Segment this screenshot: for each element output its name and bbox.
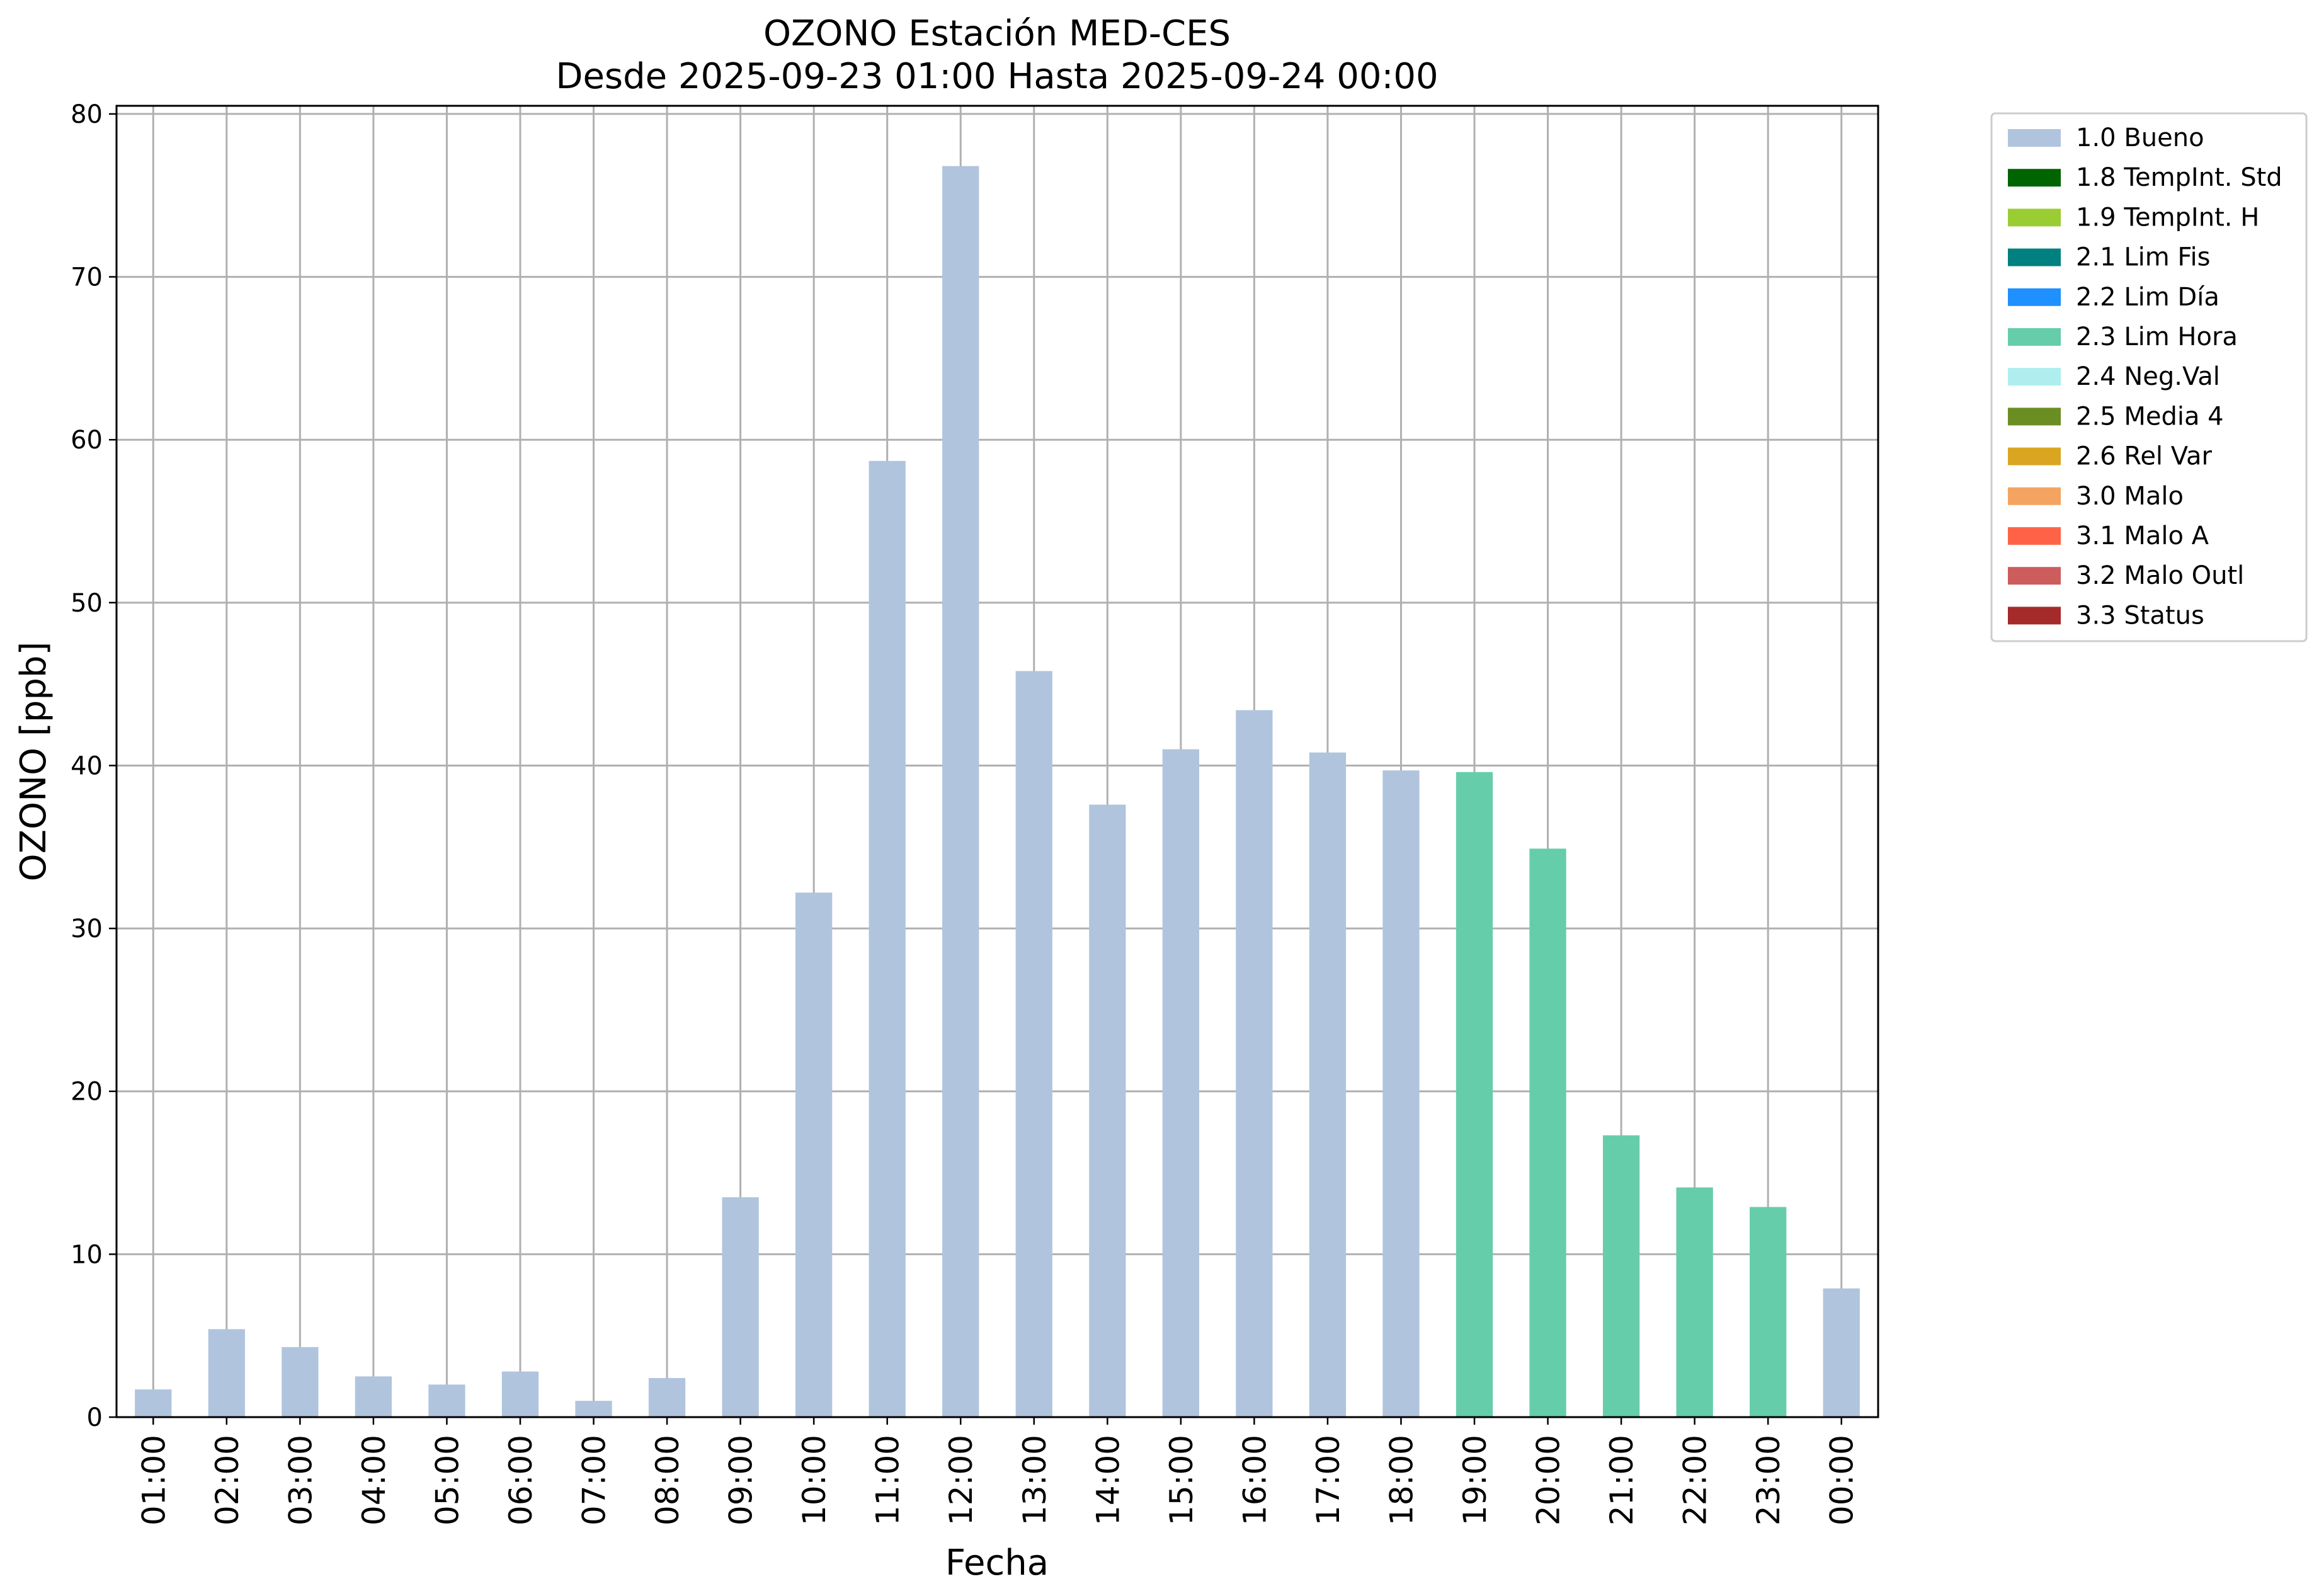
x-tick-label: 06:00 bbox=[503, 1435, 539, 1525]
legend-label: 3.3 Status bbox=[2076, 601, 2204, 630]
chart-title: OZONO Estación MED-CES bbox=[763, 13, 1231, 54]
legend-label: 2.4 Neg.Val bbox=[2076, 362, 2220, 391]
bar-0300 bbox=[282, 1347, 319, 1417]
legend-label: 2.1 Lim Fis bbox=[2076, 243, 2210, 272]
legend-swatch bbox=[2008, 567, 2061, 585]
x-tick-label: 20:00 bbox=[1530, 1435, 1567, 1525]
bar-0600 bbox=[501, 1371, 539, 1417]
legend-label: 3.2 Malo Outl bbox=[2076, 561, 2244, 590]
y-tick-label: 30 bbox=[71, 915, 103, 943]
bar-0700 bbox=[575, 1401, 612, 1417]
x-tick-label: 01:00 bbox=[135, 1435, 172, 1525]
legend-swatch bbox=[2008, 487, 2061, 505]
x-tick-label: 17:00 bbox=[1310, 1435, 1347, 1525]
bar-0800 bbox=[648, 1377, 686, 1417]
chart-subtitle: Desde 2025-09-23 01:00 Hasta 2025-09-24 … bbox=[556, 56, 1438, 97]
x-tick-label: 14:00 bbox=[1090, 1435, 1126, 1525]
legend-swatch bbox=[2008, 527, 2061, 545]
legend-swatch bbox=[2008, 129, 2061, 147]
legend-label: 1.9 TempInt. H bbox=[2076, 203, 2259, 232]
x-tick-label: 10:00 bbox=[796, 1435, 833, 1525]
x-tick-label: 15:00 bbox=[1163, 1435, 1200, 1525]
y-axis-ticks: 0 10 20 30 40 50 60 70 80 bbox=[71, 100, 117, 1432]
x-tick-label: 18:00 bbox=[1383, 1435, 1420, 1525]
bar-1800 bbox=[1382, 770, 1420, 1417]
bar-2100 bbox=[1602, 1135, 1640, 1417]
legend-swatch bbox=[2008, 408, 2061, 426]
x-axis-label: Fecha bbox=[945, 1542, 1049, 1583]
legend-swatch bbox=[2008, 607, 2061, 625]
plot-frame bbox=[115, 105, 1879, 1418]
y-tick-label: 0 bbox=[87, 1403, 103, 1432]
x-tick-label: 08:00 bbox=[649, 1435, 686, 1525]
bar-2300 bbox=[1750, 1207, 1787, 1417]
y-tick-label: 20 bbox=[71, 1078, 103, 1107]
legend-label: 1.0 Bueno bbox=[2076, 123, 2204, 152]
legend-swatch bbox=[2008, 447, 2061, 465]
legend-label: 2.2 Lim Día bbox=[2076, 283, 2219, 312]
legend-label: 2.3 Lim Hora bbox=[2076, 322, 2238, 351]
y-tick-label: 10 bbox=[71, 1240, 103, 1269]
legend-label: 2.6 Rel Var bbox=[2076, 442, 2213, 471]
bar-0100 bbox=[135, 1389, 172, 1417]
x-tick-label: 21:00 bbox=[1604, 1435, 1640, 1525]
x-tick-label: 12:00 bbox=[943, 1435, 979, 1525]
bar-1000 bbox=[795, 892, 833, 1417]
x-tick-label: 19:00 bbox=[1457, 1435, 1493, 1525]
bar-1900 bbox=[1456, 772, 1493, 1417]
legend-swatch bbox=[2008, 248, 2061, 266]
x-tick-label: 23:00 bbox=[1750, 1435, 1787, 1525]
bar-2000 bbox=[1529, 848, 1566, 1417]
legend-label: 3.1 Malo A bbox=[2076, 522, 2209, 550]
x-tick-label: 07:00 bbox=[576, 1435, 613, 1525]
bar-1100 bbox=[869, 460, 906, 1418]
y-tick-label: 70 bbox=[71, 263, 103, 292]
x-tick-label: 03:00 bbox=[282, 1435, 319, 1525]
x-tick-label: 00:00 bbox=[1824, 1435, 1860, 1525]
legend-label: 1.8 TempInt. Std bbox=[2076, 163, 2282, 192]
bar-1400 bbox=[1089, 804, 1126, 1417]
x-tick-label: 13:00 bbox=[1017, 1435, 1053, 1525]
bar-0000 bbox=[1823, 1288, 1860, 1417]
x-tick-label: 09:00 bbox=[723, 1435, 760, 1525]
x-tick-label: 05:00 bbox=[429, 1435, 465, 1525]
legend: 1.0 Bueno 1.8 TempInt. Std 1.9 TempInt. H 2… bbox=[1990, 112, 2308, 642]
bar-2200 bbox=[1676, 1187, 1713, 1417]
legend-swatch bbox=[2008, 288, 2061, 306]
y-tick-label: 40 bbox=[71, 751, 103, 780]
bar-1200 bbox=[942, 166, 979, 1418]
bar-1700 bbox=[1309, 752, 1347, 1417]
legend-label: 3.0 Malo bbox=[2076, 482, 2184, 511]
legend-swatch bbox=[2008, 328, 2061, 346]
x-axis-ticks: 01:00 02:00 03:00 04:00 05:00 06:00 07:00 08:00… bbox=[135, 1417, 1860, 1525]
y-tick-label: 50 bbox=[71, 589, 103, 618]
y-axis-label: OZONO [ppb] bbox=[13, 642, 54, 882]
bar-0200 bbox=[208, 1329, 245, 1417]
y-tick-label: 80 bbox=[71, 100, 103, 129]
legend-swatch bbox=[2008, 368, 2061, 386]
bar-0500 bbox=[428, 1384, 465, 1417]
x-tick-label: 16:00 bbox=[1236, 1435, 1273, 1525]
x-tick-label: 02:00 bbox=[209, 1435, 246, 1525]
bar-1300 bbox=[1015, 671, 1052, 1417]
bar-0900 bbox=[722, 1197, 759, 1417]
legend-frame bbox=[1990, 112, 2308, 642]
bar-1500 bbox=[1162, 749, 1199, 1417]
x-tick-label: 22:00 bbox=[1677, 1435, 1714, 1525]
bar-1600 bbox=[1236, 710, 1273, 1417]
bar-0400 bbox=[355, 1376, 392, 1417]
bars bbox=[135, 166, 1860, 1418]
legend-swatch bbox=[2008, 169, 2061, 187]
legend-swatch bbox=[2008, 208, 2061, 227]
y-tick-label: 60 bbox=[71, 426, 103, 455]
legend-label: 2.5 Media 4 bbox=[2076, 402, 2224, 431]
x-tick-label: 11:00 bbox=[870, 1435, 906, 1525]
x-tick-label: 04:00 bbox=[356, 1435, 392, 1525]
